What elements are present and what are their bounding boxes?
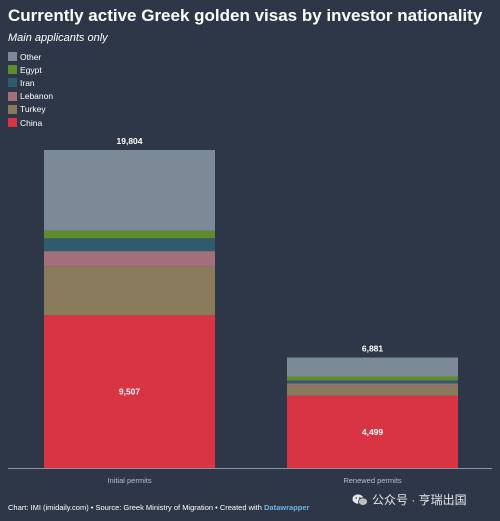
category-label-renewed: Renewed permits [343,476,402,485]
legend-label-china: China [20,117,43,128]
bar-segment-china-renewed [287,395,458,468]
bar-segment-lebanon-renewed [287,383,458,386]
total-label-initial: 19,804 [117,136,143,146]
legend-item-china: China [8,116,53,129]
watermark-text: 公众号 · 亨瑞出国 [372,493,467,507]
legend: Other Egypt Iran Lebanon Turkey China [8,50,53,129]
legend-label-lebanon: Lebanon [20,91,54,102]
data-label-china-renewed: 4,499 [362,427,384,437]
data-label-china-initial: 9,507 [119,387,141,397]
bar-segment-iran-initial [44,238,215,252]
chart-footer: Chart: IMI (imidaily.com) • Source: Gree… [8,503,309,512]
wechat-icon [352,493,368,506]
legend-label-iran: Iran [20,77,35,88]
bar-segment-china-initial [44,315,215,468]
chart-title: Currently active Greek golden visas by i… [8,6,483,25]
legend-label-other: Other [20,51,42,62]
bar-segment-other-initial [44,150,215,231]
legend-swatch-iran [8,78,17,88]
chart-subtitle: Main applicants only [8,32,108,44]
total-label-renewed: 6,881 [362,344,384,354]
bar-segment-turkey-initial [44,266,215,316]
legend-item-egypt: Egypt [8,63,53,76]
footer-brand-link[interactable]: Datawrapper [264,503,310,512]
bar-segment-other-renewed [287,357,458,377]
legend-label-egypt: Egypt [20,64,42,75]
legend-item-turkey: Turkey [8,103,53,116]
category-label-initial: Initial permits [107,476,151,485]
legend-swatch-other [8,52,17,62]
bar-segment-egypt-initial [44,230,215,239]
legend-swatch-turkey [8,104,17,114]
legend-swatch-lebanon [8,91,17,101]
bar-segment-turkey-renewed [287,385,458,396]
legend-item-iran: Iran [8,76,53,89]
stacked-bar-chart: 9,507 19,804 Initial permits 4,499 6,881 Rene… [8,136,492,485]
legend-swatch-china [8,118,17,128]
legend-item-other: Other [8,50,53,63]
bar-segment-iran-renewed [287,380,458,384]
watermark: 公众号 · 亨瑞出国 [352,491,467,508]
bar-segment-lebanon-initial [44,251,215,267]
footer-text: Chart: IMI (imidaily.com) • Source: Gree… [8,503,265,512]
bar-segment-egypt-renewed [287,376,458,381]
legend-item-lebanon: Lebanon [8,90,53,103]
legend-label-turkey: Turkey [20,104,46,115]
legend-swatch-egypt [8,65,17,75]
